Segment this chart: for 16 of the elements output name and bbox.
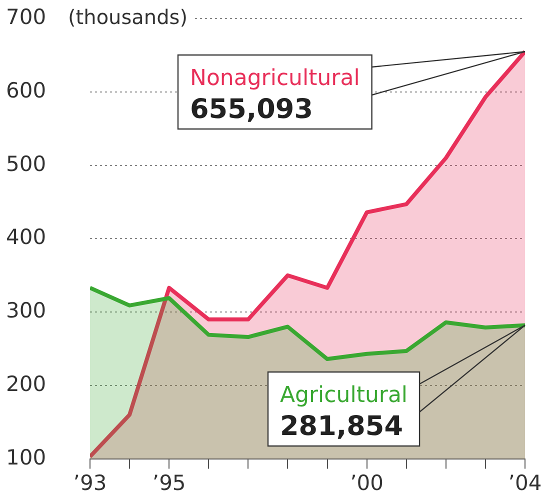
y-axis-title: (thousands) xyxy=(68,4,188,29)
y-tick-label: 600 xyxy=(6,78,46,102)
x-tick-label: ’00 xyxy=(350,470,384,495)
annotation: 281,854 xyxy=(280,411,403,442)
series-label: Agricultural xyxy=(280,383,408,408)
annotation: 655,093 xyxy=(190,94,313,125)
y-tick-label: 500 xyxy=(6,152,46,176)
y-tick-label: 700 xyxy=(6,5,46,30)
text: Nonagricultural xyxy=(190,66,360,91)
y-tick-label: 400 xyxy=(6,225,46,250)
y-tick-label: 300 xyxy=(6,298,46,323)
x-tick-label: ’93 xyxy=(73,470,107,495)
x-tick-label: ’04 xyxy=(508,470,542,495)
y-tick-label: 200 xyxy=(6,372,46,396)
x-tick-label: ’95 xyxy=(152,470,186,495)
y-tick-label: 100 xyxy=(6,445,46,470)
